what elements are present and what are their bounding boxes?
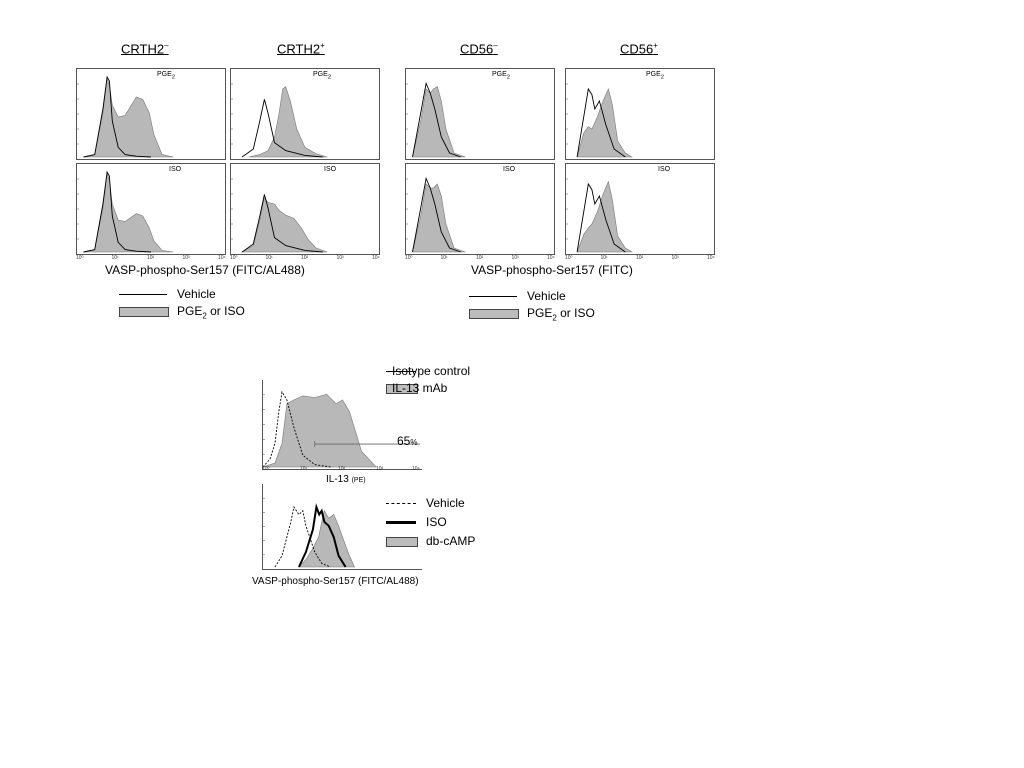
line-swatch <box>386 371 416 372</box>
x-tick-label: 10² <box>147 255 155 261</box>
column-title-cd56-neg: CD56– <box>460 41 498 57</box>
histogram-cd56-neg-pge2: PGE2 <box>405 68 555 160</box>
legend-right: Vehicle PGE2 or ISO <box>469 289 669 323</box>
series-vehicle <box>576 182 626 253</box>
panel-label-iso: ISO <box>658 166 671 173</box>
fill-swatch <box>469 309 519 319</box>
x-tick-label: 10⁰ <box>230 255 238 261</box>
series-vehicle <box>241 99 323 158</box>
histogram-vasp-bottom <box>262 484 422 570</box>
histogram-plot <box>263 497 355 568</box>
legend-item-vehicle: Vehicle <box>469 289 669 306</box>
series-pge2 <box>248 86 328 158</box>
x-tick-label: 10⁴ <box>372 255 380 261</box>
histogram-cd56-neg-iso: ISO <box>405 163 555 255</box>
series-pge2 <box>412 86 466 158</box>
histogram-plot <box>406 176 466 253</box>
x-axis-label-left: VASP-phospho-Ser157 (FITC/AL488) <box>105 263 305 277</box>
x-tick-label: 10³ <box>182 255 190 261</box>
histogram-plot <box>77 170 174 253</box>
histogram-plot <box>77 75 174 158</box>
histogram-plot <box>231 178 328 253</box>
series-iso <box>240 196 328 253</box>
histogram-crth2-neg-pge2: PGE2 <box>76 68 226 160</box>
histogram-cd56-pos-iso: ISO <box>565 163 715 255</box>
x-tick-label: 10³ <box>336 255 344 261</box>
x-tick-label: 10¹ <box>265 255 273 261</box>
x-tick-label: 10² <box>301 255 309 261</box>
panel-label-pge2: PGE2 <box>646 71 665 81</box>
gate-percent: 65% <box>397 434 418 448</box>
series-iso <box>297 503 347 568</box>
series-vehicle <box>412 81 461 158</box>
legend-left: Vehicle PGE2 or ISO <box>119 287 319 321</box>
dashed-swatch <box>386 503 416 504</box>
series-vehicle <box>274 505 331 568</box>
x-tick-label: 10⁴ <box>218 255 226 261</box>
series-vehicle <box>83 170 152 253</box>
x-tick-label: 10² <box>476 255 484 261</box>
x-tick-label: 10⁴ <box>547 255 555 261</box>
x-axis-label-il13: IL-13 (PE) <box>326 474 366 485</box>
panel-label-iso: ISO <box>503 166 516 173</box>
series-pge2 <box>83 78 174 158</box>
x-tick-label: 10² <box>636 255 644 261</box>
histogram-crth2-pos-iso: ISO <box>230 163 380 255</box>
histogram-plot <box>566 83 633 158</box>
series-iso <box>576 180 633 253</box>
panel-label-pge2: PGE2 <box>492 71 511 81</box>
x-tick-label: 10¹ <box>440 255 448 261</box>
x-tick-label: 10¹ <box>600 255 608 261</box>
histogram-plot <box>231 83 328 158</box>
series-il-13-mab <box>263 393 377 468</box>
x-tick-label: 10⁰ <box>405 255 413 261</box>
histogram-plot <box>566 178 633 253</box>
panel-label-pge2: PGE2 <box>157 71 176 81</box>
fill-swatch <box>386 384 418 394</box>
series-vehicle <box>412 176 461 253</box>
panel-label-pge2: PGE2 <box>313 71 332 81</box>
x-axis-label-right: VASP-phospho-Ser157 (FITC) <box>471 263 633 277</box>
line-swatch <box>119 294 167 295</box>
panel-label-iso: ISO <box>324 166 337 173</box>
series-vehicle <box>576 87 626 158</box>
legend-item-treatment: PGE2 or ISO <box>469 306 669 323</box>
series-iso <box>412 183 466 253</box>
x-tick-label: 10⁰ <box>76 255 84 261</box>
x-tick-label: 10³ <box>511 255 519 261</box>
panel-label-iso: ISO <box>169 166 182 173</box>
x-axis-label-vasp-bottom: VASP-phospho-Ser157 (FITC/AL488) <box>252 576 419 587</box>
series-iso <box>83 173 174 253</box>
fill-swatch <box>386 537 418 547</box>
histogram-il13 <box>262 380 422 470</box>
series-pge2 <box>576 88 633 158</box>
legend-item-vehicle: Vehicle <box>119 287 319 304</box>
x-tick-label: 10⁴ <box>707 255 715 261</box>
histogram-plot <box>263 390 420 468</box>
column-title-crth2-neg: CRTH2– <box>121 41 169 57</box>
histogram-cd56-pos-pge2: PGE2 <box>565 68 715 160</box>
x-tick-label: 10⁰ <box>565 255 573 261</box>
x-tick-label: 10¹ <box>111 255 119 261</box>
histogram-crth2-pos-pge2: PGE2 <box>230 68 380 160</box>
thick-line-swatch <box>386 521 416 524</box>
fill-swatch <box>119 307 169 317</box>
series-db-camp <box>298 509 355 568</box>
histogram-crth2-neg-iso: ISO <box>76 163 226 255</box>
column-title-cd56-pos: CD56+ <box>620 41 658 57</box>
series-isotype-control <box>263 390 331 468</box>
x-tick-label: 10³ <box>671 255 679 261</box>
series-vehicle <box>241 194 323 253</box>
series-vehicle <box>83 75 152 158</box>
legend-item-treatment: PGE2 or ISO <box>119 304 319 321</box>
line-swatch <box>469 296 517 297</box>
column-title-crth2-pos: CRTH2+ <box>277 41 325 57</box>
histogram-plot <box>406 81 466 158</box>
